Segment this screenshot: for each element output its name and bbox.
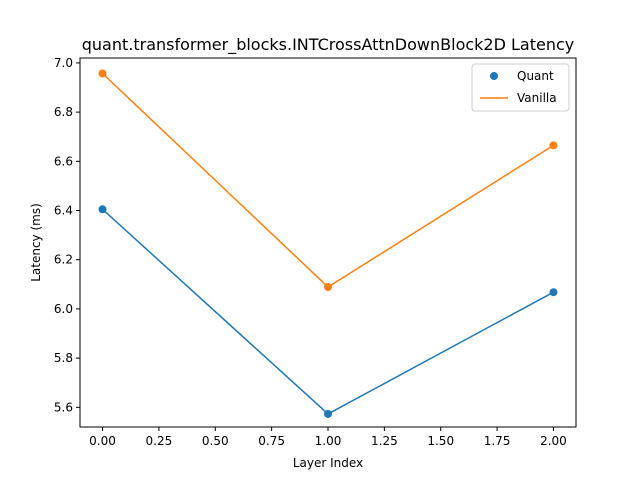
legend-label-vanilla: Vanilla bbox=[517, 91, 557, 105]
x-tick-label: 1.00 bbox=[315, 434, 342, 448]
y-tick-label: 6.4 bbox=[54, 204, 73, 218]
x-tick-label: 0.00 bbox=[89, 434, 116, 448]
data-point-quant bbox=[98, 205, 107, 214]
data-point-vanilla bbox=[98, 69, 107, 78]
y-tick-label: 6.6 bbox=[54, 154, 73, 168]
plot-markers bbox=[98, 69, 558, 418]
x-tick-label: 0.75 bbox=[258, 434, 285, 448]
y-tick-label: 5.6 bbox=[54, 400, 73, 414]
y-tick-label: 6.8 bbox=[54, 105, 73, 119]
x-tick-label: 2.00 bbox=[540, 434, 567, 448]
x-axis-ticks: 0.00 0.25 0.50 0.75 1.00 1.25 1.50 1.75 2.00 bbox=[89, 427, 567, 448]
legend: Quant Vanilla bbox=[471, 63, 570, 112]
y-tick-label: 6.0 bbox=[54, 302, 73, 316]
x-tick-label: 0.25 bbox=[146, 434, 173, 448]
legend-marker-quant bbox=[490, 72, 498, 80]
plot-area-frame bbox=[79, 57, 577, 428]
legend-label-quant: Quant bbox=[517, 69, 554, 83]
data-point-quant bbox=[549, 288, 558, 297]
x-tick-label: 1.25 bbox=[371, 434, 398, 448]
x-tick-label: 1.75 bbox=[484, 434, 511, 448]
chart-title: quant.transformer_blocks.INTCrossAttnDow… bbox=[82, 35, 575, 55]
x-tick-label: 0.50 bbox=[202, 434, 229, 448]
y-tick-label: 7.0 bbox=[54, 56, 73, 70]
x-axis-label: Layer Index bbox=[293, 456, 363, 470]
data-point-quant bbox=[324, 409, 332, 418]
y-tick-label: 5.8 bbox=[54, 351, 73, 365]
data-point-vanilla bbox=[549, 141, 558, 150]
x-tick-label: 1.50 bbox=[427, 434, 454, 448]
y-axis-ticks: 5.6 5.8 6.0 6.2 6.4 6.6 6.8 7.0 bbox=[54, 56, 80, 414]
data-point-vanilla bbox=[324, 283, 332, 292]
y-tick-label: 6.2 bbox=[54, 253, 73, 267]
y-axis-label: Latency (ms) bbox=[29, 203, 43, 282]
